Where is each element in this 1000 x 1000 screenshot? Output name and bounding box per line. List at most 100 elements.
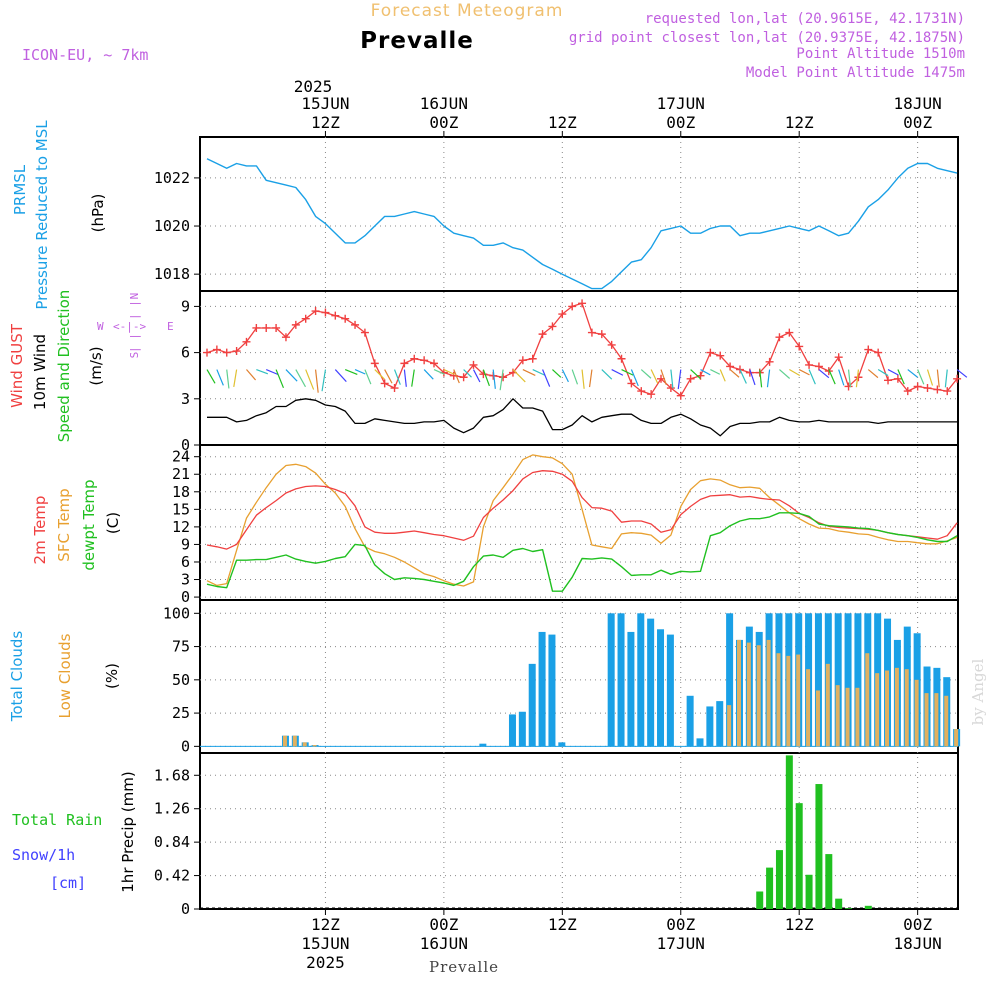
subtitle: Forecast Meteogram (371, 1, 564, 21)
wind-direction-arrow (571, 369, 579, 385)
wind-direction-arrow (719, 369, 726, 382)
wind-ytick-label-3: 9 (181, 297, 190, 315)
wind-direction-arrow (411, 369, 415, 387)
rain-bar (785, 755, 793, 909)
total-cloud-bar (647, 618, 655, 747)
wind-direction-arrow (936, 369, 940, 388)
gust-marker (627, 379, 636, 388)
compass-w: W (97, 320, 104, 333)
gust-marker (923, 384, 932, 393)
wind-direction-arrow (472, 369, 481, 383)
gust-marker (518, 356, 527, 365)
point-altitude: Point Altitude 1510m (796, 46, 965, 62)
gust-marker (222, 348, 231, 357)
gust-marker (785, 328, 794, 337)
low-cloud-bar (954, 729, 959, 747)
total-cloud-bar (607, 613, 615, 747)
gust-marker (617, 354, 626, 363)
compass-ns-bottom: | | (128, 333, 141, 353)
wind-direction-arrow (630, 369, 639, 387)
wind-direction-arrow (729, 369, 740, 378)
wind-ytick-label-2: 6 (181, 344, 190, 362)
wind-direction-arrow (808, 369, 816, 385)
bottom-time-label-1-0: 00Z (429, 915, 458, 934)
wind-direction-arrow (423, 369, 434, 380)
low-cloud-bar (825, 663, 830, 747)
bottom-time-label-2-0: 12Z (548, 915, 577, 934)
gust-marker (548, 322, 557, 331)
gust-marker (795, 342, 804, 351)
wind-direction-arrow (354, 368, 366, 375)
wind-direction-arrow (393, 369, 401, 385)
total-cloud-bar (814, 613, 822, 747)
gust-marker (647, 390, 656, 399)
low-cloud-bar (766, 639, 771, 747)
wind-unit: (m/s) (87, 346, 105, 385)
low-cloud-bar (756, 645, 761, 747)
gust-marker (824, 367, 833, 376)
compass-n: N (128, 293, 141, 300)
low-cloud-bar (875, 673, 880, 747)
low-cloud-bar (806, 669, 811, 747)
wind-direction-arrow (917, 369, 925, 385)
low-cloud-bar (292, 735, 297, 747)
bottom-time-label-3-1: 17JUN (657, 934, 705, 953)
top-time-label-1-0: 16JUN (420, 94, 468, 113)
gust-line (206, 302, 958, 397)
dewpt-line (206, 512, 958, 592)
top-time-label-3-1: 00Z (666, 113, 695, 132)
dewpt-label: dewpt Temp (80, 479, 98, 570)
gust-marker (814, 362, 823, 371)
wind-direction-arrow (956, 369, 968, 378)
rain-bar (864, 905, 872, 909)
bottom-time-label-5-0: 00Z (903, 915, 932, 934)
gust-marker (469, 360, 478, 369)
top-time-label-3-0: 17JUN (657, 94, 705, 113)
compass-ns-top: | | (128, 300, 141, 320)
pressure-unit: (hPa) (89, 194, 107, 233)
gust-marker (528, 354, 537, 363)
total-cloud-bar (508, 714, 516, 747)
total-cloud-bar (637, 613, 645, 747)
wind-direction-arrow (561, 369, 569, 383)
gust-marker (864, 345, 873, 354)
wind-direction-arrow (285, 369, 298, 382)
gust-marker (301, 314, 310, 323)
precip-frame (199, 752, 959, 910)
wind-direction-arrow (542, 369, 551, 387)
wind-speed-line (207, 398, 958, 437)
gust-marker (232, 347, 241, 356)
gust-marker (706, 348, 715, 357)
gust-marker (291, 320, 300, 329)
wind-direction-arrow (522, 368, 536, 376)
gust-marker (913, 382, 922, 391)
gust-marker (321, 308, 330, 317)
total-cloud-bar (686, 695, 694, 747)
wind-direction-arrow (640, 369, 652, 379)
wind-direction-arrow (246, 369, 257, 381)
wind-direction-arrow (798, 369, 810, 376)
gust-marker (726, 362, 735, 371)
prmsl-label: PRMSL (11, 164, 29, 215)
total-cloud-bar (518, 711, 526, 747)
wind-direction-arrow (690, 369, 701, 380)
wind-direction-arrow (749, 369, 756, 386)
total-cloud-bar (706, 706, 714, 747)
low-cloud-bar (865, 653, 870, 747)
low-cloud-bar (815, 690, 820, 747)
wind-direction-arrow (660, 369, 667, 385)
low-cloud-bar (312, 745, 317, 747)
snow-unit-label: [cm] (50, 874, 86, 892)
temp-ytick-label-0: 0 (181, 588, 190, 606)
gust-marker (252, 323, 261, 332)
wind-direction-arrow (206, 369, 216, 384)
total-cloud-bar (844, 613, 852, 747)
gust-marker (499, 373, 508, 382)
wind-direction-arrow (867, 369, 879, 379)
gust-marker (331, 311, 340, 320)
wind-direction-arrow (621, 369, 634, 376)
clouds-ytick-label-1: 25 (172, 704, 190, 722)
precip-ytick-label-2: 0.84 (154, 833, 190, 851)
gust-marker (686, 374, 695, 383)
gust-marker (953, 374, 962, 383)
